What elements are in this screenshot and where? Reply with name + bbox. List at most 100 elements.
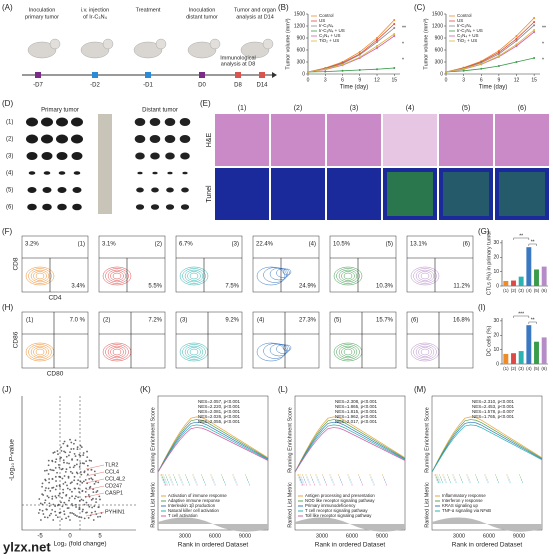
- gene-point: [91, 506, 94, 509]
- point: [533, 24, 536, 27]
- plot-frame: [294, 395, 406, 531]
- significance: **: [531, 317, 535, 323]
- gene-point: [67, 475, 70, 478]
- gene-point: [69, 438, 71, 441]
- gene-point: [56, 516, 59, 519]
- he-image: [215, 114, 269, 166]
- note: Immunological: [220, 55, 255, 61]
- gene-point: [66, 507, 69, 510]
- gene-point: [52, 519, 55, 521]
- contour: [35, 348, 45, 356]
- bar: [518, 276, 524, 286]
- tumor: [182, 171, 188, 175]
- significance: *: [542, 41, 544, 47]
- timeline-arrow: [272, 72, 277, 78]
- note: analysis at D8: [221, 61, 256, 67]
- contour: [187, 271, 201, 281]
- x-axis-label: CD4: [48, 295, 61, 302]
- gene-point: [73, 479, 76, 482]
- contour: [256, 266, 286, 286]
- step-label: Tumor and organ: [234, 7, 276, 13]
- contour: [184, 345, 204, 359]
- contour: [336, 344, 360, 360]
- gene-point: [95, 491, 98, 494]
- plot-frame: [157, 395, 269, 531]
- x-tick-label: (5): [534, 366, 540, 371]
- x-tick-label: 6: [480, 77, 483, 83]
- y-axis-label: CD86: [13, 331, 20, 348]
- quadrant-value: 9.2%: [225, 318, 239, 324]
- point: [358, 51, 361, 53]
- gene-point: [58, 466, 61, 469]
- bar: [503, 280, 509, 286]
- group-label: (3): [232, 242, 239, 248]
- legend-label: Control: [319, 13, 334, 18]
- gene-point: [82, 508, 84, 511]
- tumor: [26, 134, 38, 144]
- gene-point: [75, 506, 77, 508]
- enrichment-curve: [294, 424, 406, 473]
- leader: [85, 471, 105, 477]
- contour: [338, 345, 358, 359]
- gene-point: [47, 487, 50, 490]
- contour: [107, 269, 127, 283]
- day-label: -D2: [90, 83, 100, 89]
- point: [358, 56, 361, 59]
- x-tick-label: (4): [526, 288, 532, 293]
- day-label: D14: [256, 83, 268, 89]
- gene-point: [75, 471, 78, 474]
- gene-point: [85, 501, 88, 504]
- gene-point: [63, 513, 66, 516]
- panel-letter: (M): [414, 385, 426, 394]
- gene-point: [81, 510, 84, 513]
- tumor: [27, 203, 37, 211]
- nes-label: NES=2.017, p<0.001: [335, 419, 378, 424]
- series-line: [307, 33, 395, 73]
- nes-label: NES=1.578, p=0.007: [472, 409, 515, 414]
- quadrant-value: 10.5%: [333, 242, 351, 248]
- contour: [105, 344, 129, 360]
- row-label: (5): [6, 188, 13, 194]
- gene-point: [80, 516, 83, 519]
- gene-point: [56, 450, 59, 452]
- term-label: Interferon γ response: [442, 498, 483, 503]
- step-label: Inoculation: [29, 7, 56, 13]
- nes-label: NES=1.865, p<0.001: [335, 404, 378, 409]
- point: [515, 37, 518, 40]
- column-label: (3): [350, 105, 359, 112]
- gene-point: [82, 452, 85, 454]
- gene-point: [86, 456, 89, 459]
- gene-point: [69, 470, 72, 473]
- gene-point: [84, 495, 87, 498]
- significance: **: [519, 233, 523, 239]
- tumor: [180, 152, 190, 160]
- gene-point: [51, 495, 54, 498]
- legend-label: C₃N₄ + US: [319, 33, 341, 38]
- enrichment-curve: [294, 416, 406, 473]
- day-marker: [145, 72, 151, 78]
- gene-point: [92, 497, 94, 500]
- y-tick-label: 0: [440, 71, 443, 77]
- x-tick-label: (5): [534, 288, 540, 293]
- tumor: [71, 117, 83, 127]
- tumor: [136, 187, 144, 193]
- tumor: [43, 171, 51, 175]
- gene-point: [82, 480, 85, 483]
- contour: [182, 268, 206, 284]
- tumor: [137, 171, 143, 175]
- he-image: [327, 114, 381, 166]
- tumor: [56, 152, 68, 160]
- point: [515, 39, 518, 42]
- y-tick-label: 20: [493, 333, 499, 339]
- point: [515, 35, 518, 37]
- contour: [33, 271, 47, 281]
- point: [393, 33, 396, 35]
- legend-label: TiO₂ + US: [457, 38, 477, 43]
- gene-point: [99, 498, 101, 501]
- gene-point: [65, 468, 68, 471]
- gene-point: [55, 458, 58, 461]
- y-tick-label: 1500: [432, 11, 443, 17]
- gene-point: [77, 479, 80, 482]
- gene-point: [44, 478, 47, 481]
- y-tick-label: 20: [493, 255, 499, 261]
